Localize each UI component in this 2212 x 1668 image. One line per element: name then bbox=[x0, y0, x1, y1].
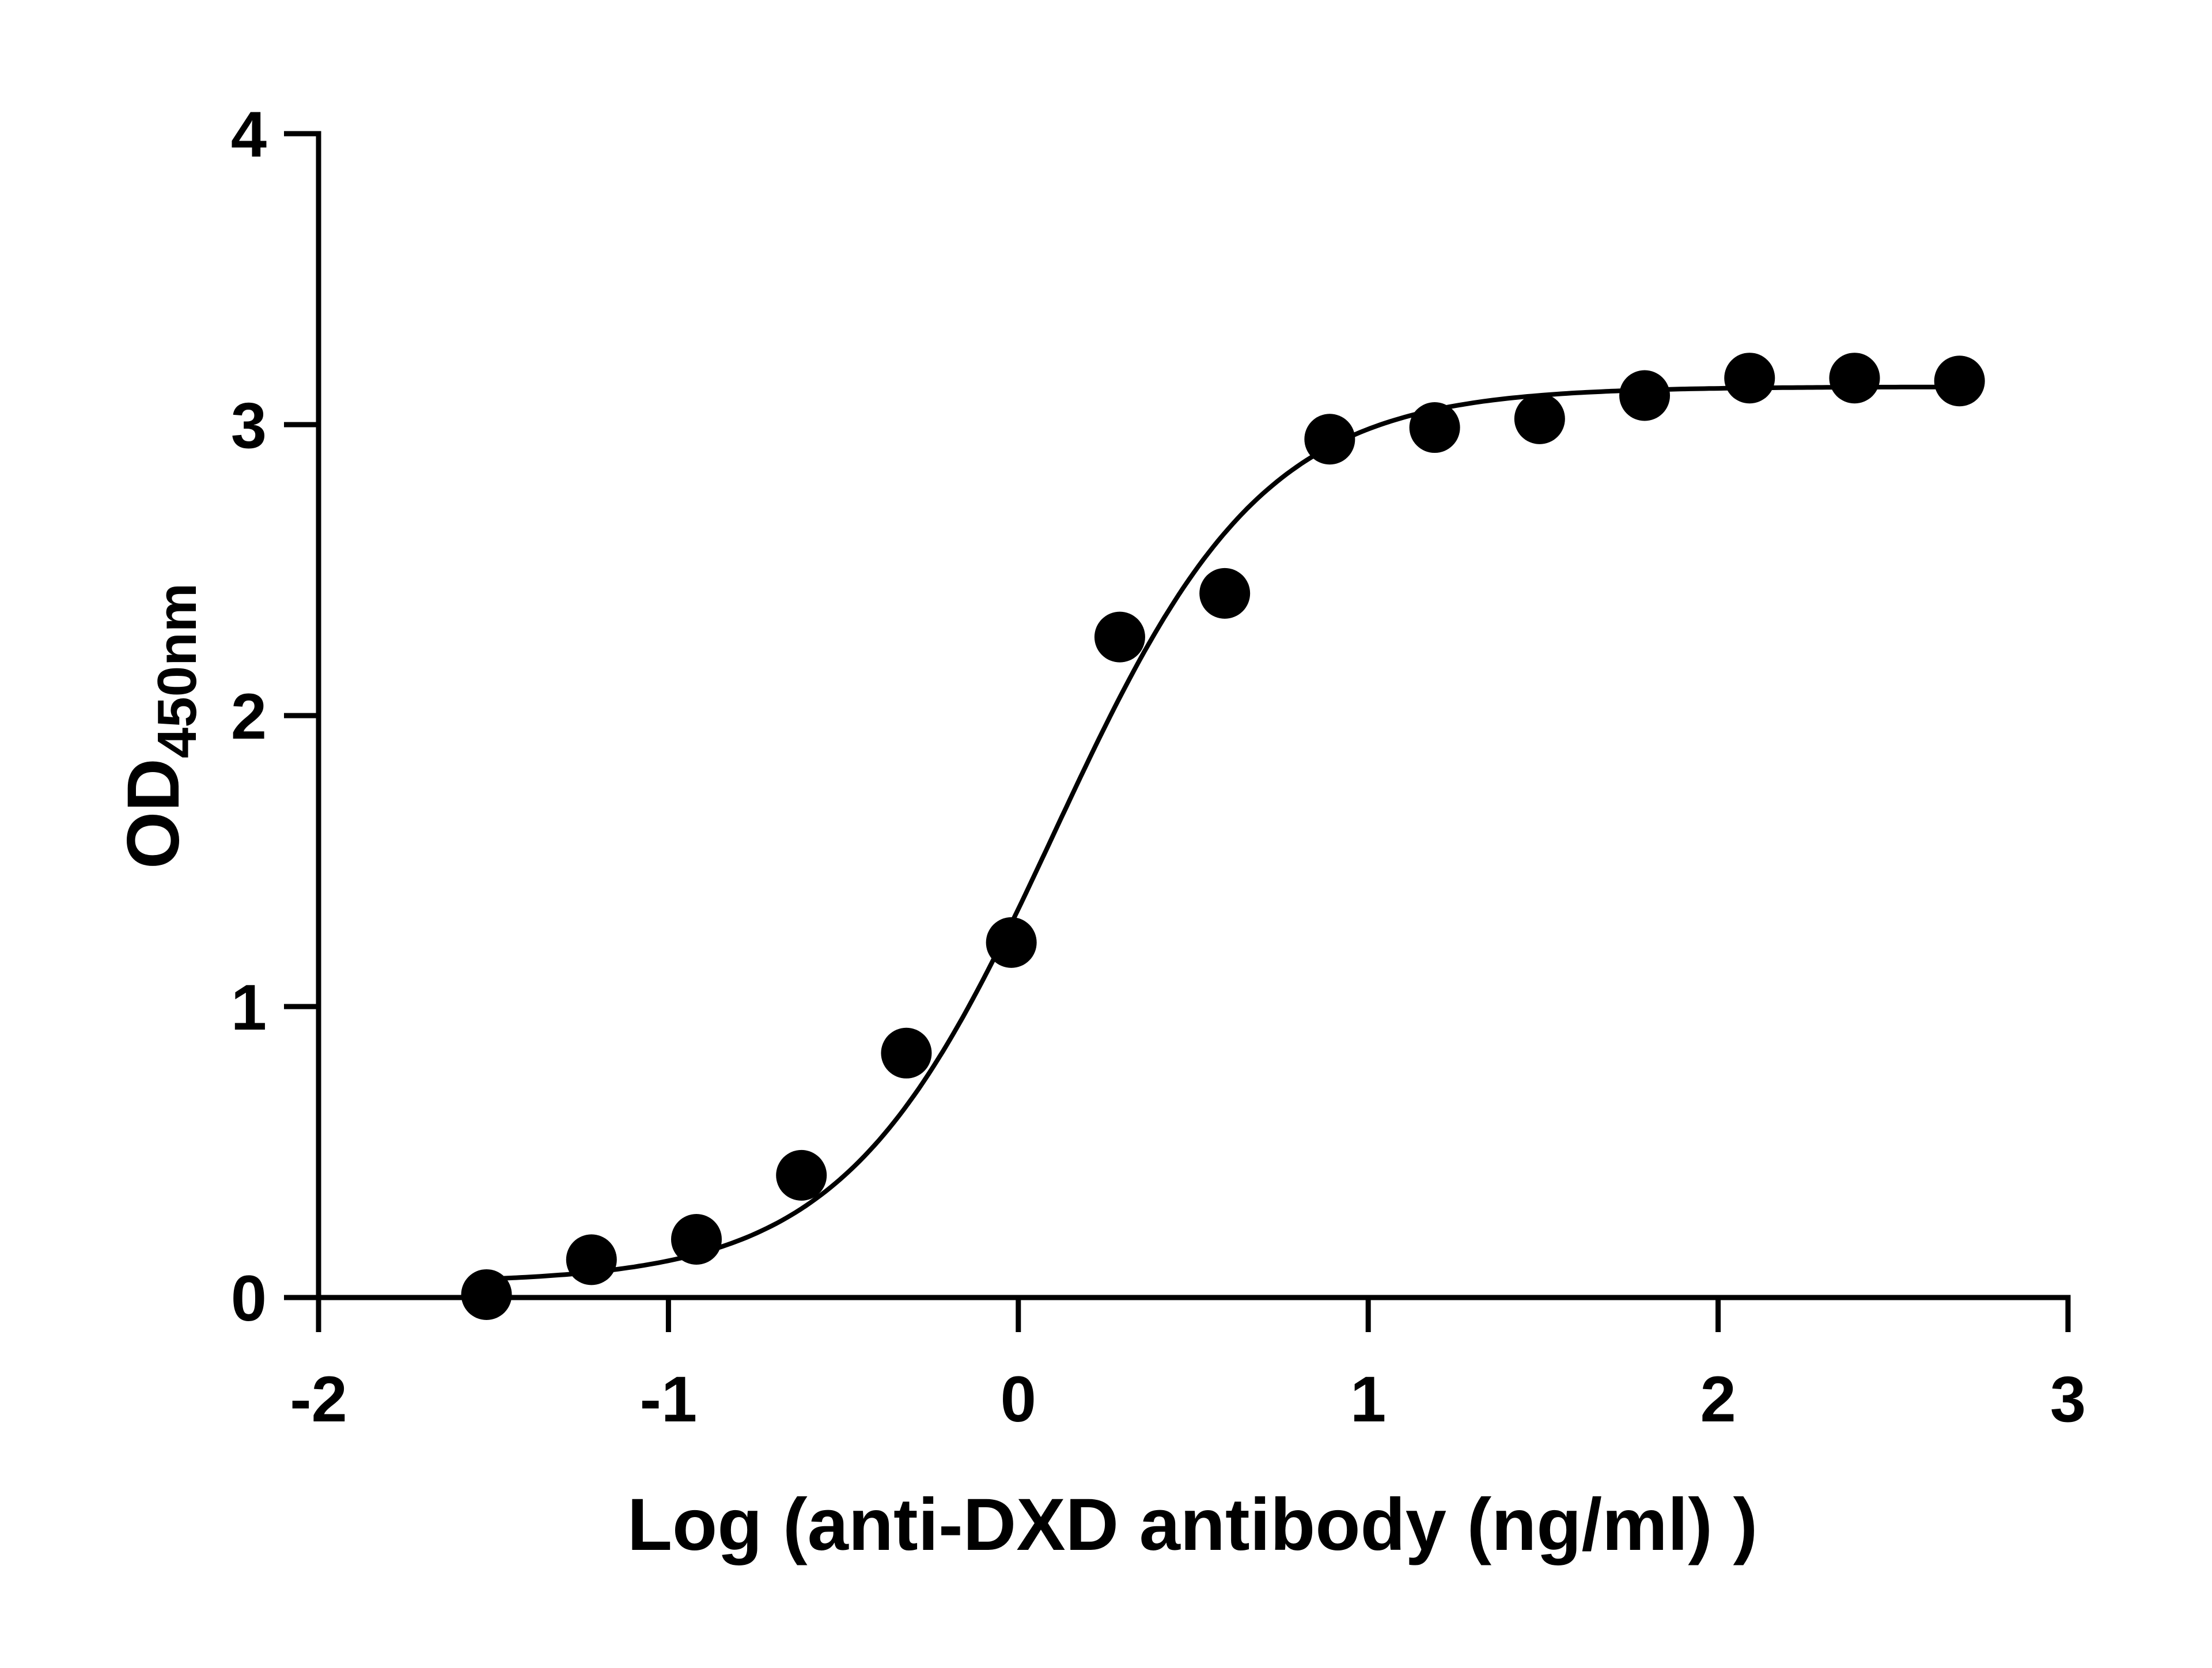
x-tick-label-4: 2 bbox=[1700, 1363, 1736, 1435]
x-tick-label-0: -2 bbox=[290, 1363, 347, 1435]
data-point-8 bbox=[1304, 414, 1355, 465]
axes-layer: 0 1 2 3 4 -2 -1 0 1 2 3 bbox=[231, 99, 2086, 1435]
x-tick-label-1: -1 bbox=[640, 1363, 698, 1435]
data-point-10 bbox=[1514, 393, 1565, 444]
data-points-layer bbox=[461, 353, 1985, 1320]
x-tick-label-2: 0 bbox=[1001, 1363, 1036, 1435]
data-point-12 bbox=[1724, 353, 1775, 404]
y-axis-title-group: OD450nm bbox=[112, 583, 208, 869]
y-tick-label-4: 4 bbox=[231, 99, 267, 171]
y-axis-title: OD450nm bbox=[112, 583, 208, 869]
data-point-2 bbox=[671, 1214, 722, 1265]
data-point-13 bbox=[1829, 353, 1880, 404]
labels-layer: Log (anti-DXD antibody (ng/ml) ) OD450nm bbox=[112, 583, 1758, 1566]
y-axis-title-main: OD bbox=[112, 758, 195, 869]
y-tick-label-2: 2 bbox=[231, 680, 267, 752]
fit-curve-layer bbox=[486, 384, 1960, 1281]
data-point-1 bbox=[566, 1234, 617, 1285]
data-point-3 bbox=[776, 1149, 827, 1201]
data-point-7 bbox=[1199, 568, 1251, 619]
data-point-6 bbox=[1094, 611, 1145, 663]
y-tick-label-0: 0 bbox=[231, 1262, 267, 1334]
fit-curve-0 bbox=[486, 384, 1960, 1281]
x-axis-title: Log (anti-DXD antibody (ng/ml) ) bbox=[627, 1484, 1758, 1566]
data-point-0 bbox=[461, 1269, 512, 1320]
data-point-11 bbox=[1619, 370, 1671, 421]
data-point-9 bbox=[1409, 402, 1460, 453]
y-tick-label-3: 3 bbox=[231, 389, 267, 462]
x-tick-label-3: 1 bbox=[1350, 1363, 1386, 1435]
data-point-4 bbox=[881, 1027, 932, 1079]
data-point-5 bbox=[986, 917, 1037, 968]
x-tick-label-5: 3 bbox=[2050, 1363, 2086, 1435]
y-axis-title-subscript: 450nm bbox=[146, 583, 208, 758]
y-tick-label-1: 1 bbox=[231, 971, 267, 1043]
data-point-14 bbox=[1934, 355, 1985, 407]
